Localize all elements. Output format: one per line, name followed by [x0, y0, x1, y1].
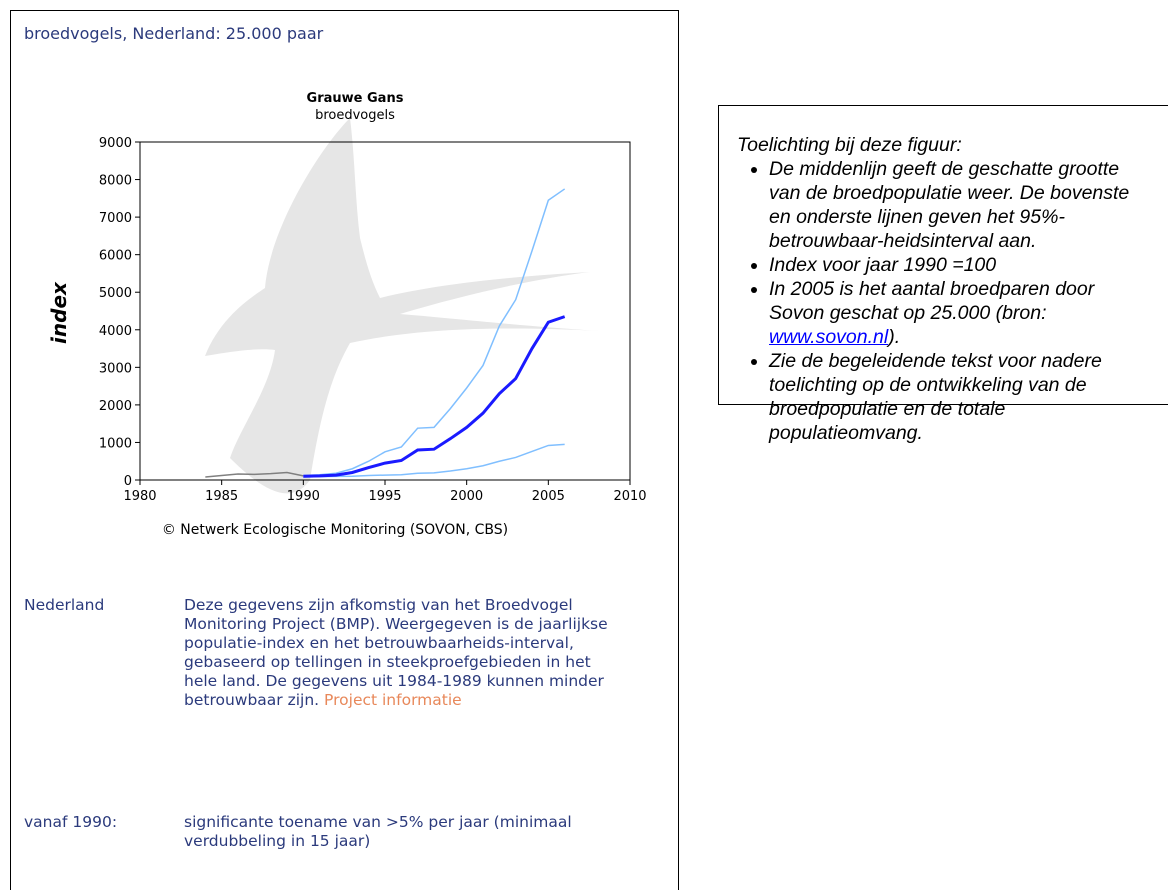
- y-tick-label: 9000: [99, 136, 132, 151]
- x-tick-label: 2000: [450, 489, 483, 504]
- x-tick-label: 1985: [205, 489, 238, 504]
- chart: Grauwe Gans broedvogels index © Netwerk …: [47, 91, 647, 538]
- y-tick-label: 1000: [99, 436, 132, 451]
- y-tick-label: 2000: [99, 399, 132, 414]
- text: Deze gegevens zijn afkomstig van het Bro…: [184, 596, 608, 709]
- series-line: [303, 443, 565, 478]
- text: ).: [888, 326, 901, 348]
- y-tick-label: 4000: [99, 324, 132, 339]
- credit: © Netwerk Ecologische Monitoring (SOVON,…: [162, 522, 508, 538]
- note-box: Toelichting bij deze figuur: De middenli…: [718, 105, 1168, 444]
- y-tick-label: 8000: [99, 174, 132, 189]
- text: In 2005 is het aantal broedparen door So…: [769, 278, 1095, 324]
- bird-silhouette: [205, 118, 600, 494]
- header-title: broedvogels, Nederland: 25.000 paar: [24, 24, 324, 43]
- note-item: Index voor jaar 1990 =100: [769, 253, 1139, 277]
- y-tick-label: 7000: [99, 211, 132, 226]
- y-tick-label: 5000: [99, 286, 132, 301]
- section-label: vanaf 1990:: [24, 813, 118, 831]
- series-line: [303, 315, 566, 478]
- plot-frame: [139, 141, 631, 481]
- link[interactable]: Project informatie: [324, 691, 462, 709]
- species-panel: [10, 10, 679, 890]
- section-text: significante toename van >5% per jaar (m…: [184, 813, 572, 850]
- chart-subtitle: broedvogels: [315, 108, 395, 123]
- link[interactable]: www.sovon.nl: [769, 326, 889, 348]
- y-axis-label: index: [47, 281, 71, 344]
- note-item: De middenlijn geeft de geschatte grootte…: [769, 157, 1139, 253]
- x-tick-label: 2010: [613, 489, 646, 504]
- y-tick-label: 0: [124, 474, 132, 489]
- section: vanaf 1990: significante toename van >5%…: [24, 813, 624, 851]
- note-item: In 2005 is het aantal broedparen door So…: [769, 277, 1139, 349]
- x-tick-label: 1980: [123, 489, 156, 504]
- y-tick-label: 6000: [99, 249, 132, 264]
- note-title: Toelichting bij deze figuur:: [737, 134, 962, 156]
- series-line: [205, 471, 304, 478]
- note-item: Zie de begeleidende tekst voor nadere to…: [769, 349, 1139, 445]
- y-tick-label: 3000: [99, 361, 132, 376]
- series-line: [303, 188, 566, 477]
- x-tick-label: 2005: [532, 489, 565, 504]
- chart-title: Grauwe Gans: [307, 91, 404, 106]
- x-tick-label: 1995: [368, 489, 401, 504]
- x-tick-label: 1990: [287, 489, 320, 504]
- section-text: Deze gegevens zijn afkomstig van het Bro…: [184, 596, 624, 710]
- section: Nederland Deze gegevens zijn afkomstig v…: [24, 596, 624, 710]
- note-list: De middenlijn geeft de geschatte grootte…: [737, 157, 1139, 445]
- section-label: Nederland: [24, 596, 105, 614]
